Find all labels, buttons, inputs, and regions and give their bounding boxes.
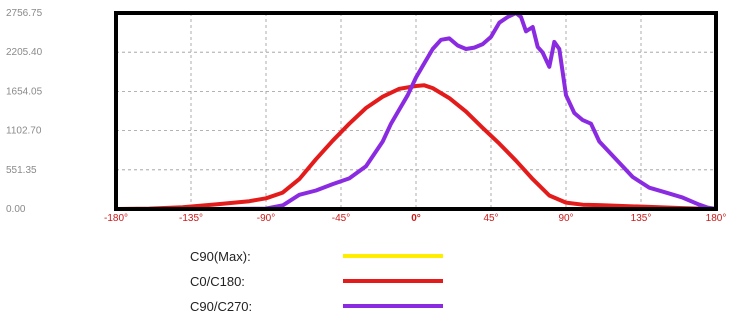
legend-label: C0/C180: (190, 274, 245, 289)
x-tick-label: 135° (631, 213, 652, 224)
x-tick-label: 0° (411, 213, 421, 224)
x-tick-label: -45° (332, 213, 350, 224)
y-tick-label: 2205.40 (6, 47, 43, 58)
grid-lines (116, 13, 716, 209)
x-tick-label: 45° (483, 213, 498, 224)
plot-frame (114, 11, 718, 211)
x-tick-labels: -180° -135° -90° -45° 0° 45° 90° 135° 180° (104, 213, 726, 224)
x-tick-label: -90° (257, 213, 275, 224)
x-tick-label: -180° (104, 213, 128, 224)
legend: C90(Max): C0/C180: C90/C270: (190, 249, 443, 314)
y-tick-label: 551.35 (6, 165, 37, 176)
series-line-2 (114, 83, 718, 211)
series-lines (114, 11, 718, 211)
series-line-3 (114, 11, 718, 211)
y-tick-label: 0.00 (6, 204, 26, 215)
legend-label: C90/C270: (190, 299, 252, 314)
y-tick-label: 1654.05 (6, 86, 43, 97)
x-tick-label: 90° (558, 213, 573, 224)
x-tick-label: 180° (706, 213, 727, 224)
y-tick-label: 1102.70 (6, 126, 42, 137)
y-tick-label: 2756.75 (6, 8, 43, 19)
legend-label: C90(Max): (190, 249, 251, 264)
x-tick-label: -135° (179, 213, 203, 224)
y-tick-labels: 0.00 551.35 1102.70 1654.05 2205.40 2756.75 (6, 8, 43, 215)
